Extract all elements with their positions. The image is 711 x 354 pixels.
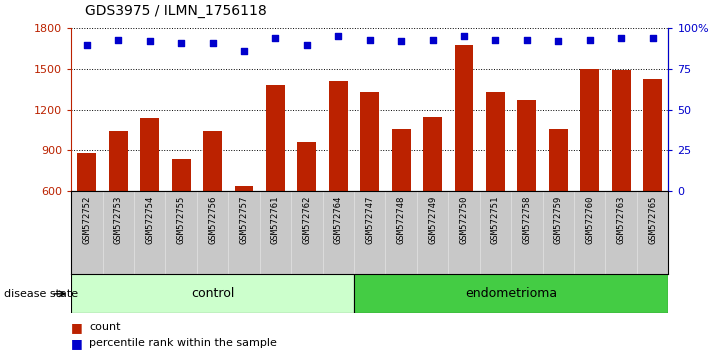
Text: GSM572754: GSM572754 <box>145 195 154 244</box>
Point <box>427 37 438 42</box>
Point <box>301 42 313 47</box>
Text: endometrioma: endometrioma <box>465 287 557 300</box>
Bar <box>392 129 410 273</box>
Point <box>81 42 92 47</box>
Point <box>647 35 658 41</box>
Bar <box>518 100 536 273</box>
Text: ■: ■ <box>71 321 83 334</box>
Point <box>269 35 281 41</box>
Text: GSM572758: GSM572758 <box>523 195 531 244</box>
Text: GSM572747: GSM572747 <box>365 195 374 244</box>
Point <box>333 34 344 39</box>
Text: GSM572765: GSM572765 <box>648 195 657 244</box>
Text: disease state: disease state <box>4 289 77 299</box>
Point <box>552 39 564 44</box>
Text: GSM572764: GSM572764 <box>333 195 343 244</box>
Text: GSM572759: GSM572759 <box>554 195 563 244</box>
Text: GSM572762: GSM572762 <box>302 195 311 244</box>
Text: GSM572760: GSM572760 <box>585 195 594 244</box>
Bar <box>77 153 96 273</box>
Point <box>364 37 375 42</box>
Bar <box>549 129 568 273</box>
Bar <box>171 159 191 273</box>
Bar <box>109 131 128 273</box>
Bar <box>354 274 668 313</box>
Bar <box>235 186 253 273</box>
Text: percentile rank within the sample: percentile rank within the sample <box>89 338 277 348</box>
Text: GSM572761: GSM572761 <box>271 195 280 244</box>
Point <box>207 40 218 46</box>
Bar <box>71 274 354 313</box>
Bar <box>611 70 631 273</box>
Bar <box>486 92 505 273</box>
Text: GSM572748: GSM572748 <box>397 195 406 244</box>
Text: count: count <box>89 322 120 332</box>
Point <box>459 34 470 39</box>
Bar <box>643 79 662 273</box>
Text: GSM572756: GSM572756 <box>208 195 217 244</box>
Bar <box>297 142 316 273</box>
Text: GSM572763: GSM572763 <box>616 195 626 244</box>
Text: GSM572749: GSM572749 <box>428 195 437 244</box>
Point <box>238 48 250 54</box>
Text: GDS3975 / ILMN_1756118: GDS3975 / ILMN_1756118 <box>85 4 267 18</box>
Point <box>176 40 187 46</box>
Bar <box>580 69 599 273</box>
Point <box>521 37 533 42</box>
Bar <box>203 131 222 273</box>
Point <box>395 39 407 44</box>
Bar <box>329 81 348 273</box>
Text: control: control <box>191 287 234 300</box>
Text: GSM572753: GSM572753 <box>114 195 123 244</box>
Bar <box>454 45 474 273</box>
Point <box>616 35 627 41</box>
Point <box>584 37 595 42</box>
Point <box>144 39 156 44</box>
Point <box>490 37 501 42</box>
Text: ■: ■ <box>71 337 83 350</box>
Text: GSM572752: GSM572752 <box>82 195 91 244</box>
Bar <box>423 116 442 273</box>
Text: GSM572757: GSM572757 <box>240 195 248 244</box>
Bar <box>360 92 379 273</box>
Text: GSM572755: GSM572755 <box>176 195 186 244</box>
Text: GSM572751: GSM572751 <box>491 195 500 244</box>
Text: GSM572750: GSM572750 <box>459 195 469 244</box>
Bar <box>140 118 159 273</box>
Bar <box>266 85 285 273</box>
Point <box>112 37 124 42</box>
